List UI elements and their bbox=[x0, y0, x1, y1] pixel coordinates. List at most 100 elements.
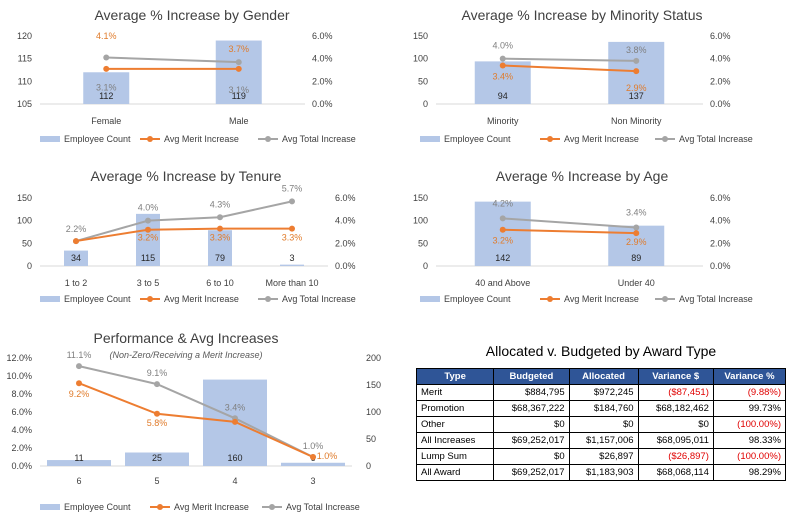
left-axis-tick: 120 bbox=[17, 31, 32, 41]
point-merit bbox=[499, 226, 506, 233]
legend-marker-total bbox=[265, 136, 271, 142]
point-merit bbox=[154, 410, 160, 417]
award-table-cell: $184,760 bbox=[568, 400, 639, 417]
chart-age: Average % Increase by Age 0 50 100 150 0.0% 2.… bbox=[413, 168, 753, 304]
line-merit bbox=[502, 64, 637, 73]
bar-value-label: 25 bbox=[152, 453, 162, 463]
line-merit bbox=[75, 227, 292, 243]
category-label: 3 bbox=[310, 476, 315, 486]
right-axis-tick: 100 bbox=[366, 407, 381, 417]
line-total bbox=[106, 56, 239, 64]
left-axis-tick: 50 bbox=[22, 238, 32, 248]
data-label-total: 3.1% bbox=[228, 85, 249, 95]
left-axis-tick: 100 bbox=[17, 216, 32, 226]
bar-employee-count bbox=[64, 250, 88, 266]
right-axis-tick: 2.0% bbox=[710, 238, 731, 248]
point-total bbox=[633, 57, 640, 64]
award-table-cell: $0 bbox=[493, 416, 570, 433]
bar-value-label: 115 bbox=[141, 253, 155, 263]
award-table-cell: $69,252,017 bbox=[493, 432, 570, 449]
line-total bbox=[502, 217, 637, 229]
legend-swatch-employee-count bbox=[40, 504, 60, 510]
award-table-row: All Increases $69,252,017 $1,157,006 $68,09… bbox=[415, 432, 787, 449]
legend-avg-merit: Avg Merit Increase bbox=[564, 294, 639, 304]
category-label: More than 10 bbox=[265, 278, 318, 288]
data-label-total: 3.8% bbox=[626, 45, 647, 55]
line-merit bbox=[78, 382, 314, 458]
legend-marker-total bbox=[269, 504, 275, 510]
data-label-merit: 3.2% bbox=[138, 233, 159, 243]
legend-marker-merit bbox=[547, 136, 553, 142]
bar-employee-count bbox=[125, 452, 189, 466]
legend-swatch-employee-count bbox=[420, 136, 440, 142]
legend-marker-total bbox=[662, 296, 668, 302]
left-axis-tick: 0 bbox=[423, 99, 428, 109]
data-label-total: 4.0% bbox=[492, 41, 513, 51]
award-table-cell: Lump Sum bbox=[415, 448, 495, 465]
point-merit bbox=[289, 225, 295, 232]
award-table: Type Budgeted Allocated Variance $ Variance … bbox=[415, 368, 787, 481]
award-table-row: Other $0 $0 $0 (100.00%) bbox=[415, 416, 787, 433]
left-axis-tick: 100 bbox=[413, 216, 428, 226]
left-axis-tick: 12.0% bbox=[6, 353, 32, 363]
award-table-cell: 98.29% bbox=[712, 464, 787, 481]
point-merit bbox=[217, 225, 223, 232]
legend-swatch-employee-count bbox=[40, 136, 60, 142]
left-axis-tick: 6.0% bbox=[11, 407, 32, 417]
chart-tenure: Average % Increase by Tenure 0 50 100 150 0.0… bbox=[17, 168, 356, 304]
chart-title: Performance & Avg Increases bbox=[94, 330, 279, 346]
bar-employee-count bbox=[474, 201, 531, 266]
award-table-cell: Merit bbox=[415, 384, 495, 401]
award-table-cell: $26,897 bbox=[568, 448, 639, 465]
award-table-cell: $68,182,462 bbox=[637, 400, 714, 417]
category-label: 3 to 5 bbox=[137, 278, 160, 288]
legend-marker-merit bbox=[147, 296, 153, 302]
left-axis-tick: 10.0% bbox=[6, 371, 32, 381]
legend-marker-merit bbox=[157, 504, 163, 510]
award-table-row: Promotion $68,367,222 $184,760 $68,182,462 9… bbox=[415, 400, 787, 417]
legend-avg-total: Avg Total Increase bbox=[679, 294, 753, 304]
award-table-header-cell: Budgeted bbox=[493, 368, 570, 385]
point-total bbox=[217, 214, 223, 221]
legend-marker-total bbox=[662, 136, 668, 142]
award-table-cell: Other bbox=[415, 416, 495, 433]
data-label-total: 4.3% bbox=[210, 199, 231, 209]
award-table-cell: All Award bbox=[415, 464, 495, 481]
left-axis-tick: 8.0% bbox=[11, 389, 32, 399]
award-table-cell: $69,252,017 bbox=[493, 464, 570, 481]
award-table-title: Allocated v. Budgeted by Award Type bbox=[485, 343, 717, 359]
right-axis-tick: 0.0% bbox=[335, 261, 356, 271]
right-axis-tick: 4.0% bbox=[335, 216, 356, 226]
point-total bbox=[154, 381, 160, 388]
chart-legend: Employee Count Avg Merit Increase Avg Tota… bbox=[420, 134, 753, 144]
bar-employee-count bbox=[47, 460, 111, 466]
award-table-cell: $68,367,222 bbox=[493, 400, 570, 417]
right-axis-tick: 4.0% bbox=[312, 54, 333, 64]
category-label: 4 bbox=[232, 476, 237, 486]
point-total bbox=[76, 363, 82, 370]
data-label-total: 5.7% bbox=[282, 183, 303, 193]
data-label-total: 3.1% bbox=[96, 83, 117, 93]
award-table-cell: $68,068,114 bbox=[637, 464, 714, 481]
data-label-merit: 4.1% bbox=[96, 31, 117, 41]
chart-title: Average % Increase by Tenure bbox=[91, 168, 282, 184]
category-label: Minority bbox=[487, 116, 519, 126]
right-axis-tick: 6.0% bbox=[710, 193, 731, 203]
award-table-header-cell: Variance $ bbox=[637, 368, 714, 385]
category-label: 6 bbox=[76, 476, 81, 486]
line-total bbox=[78, 365, 314, 458]
point-total bbox=[499, 215, 506, 222]
point-merit bbox=[145, 226, 151, 233]
right-axis-tick: 6.0% bbox=[335, 193, 356, 203]
award-table-cell: Promotion bbox=[415, 400, 495, 417]
left-axis-tick: 4.0% bbox=[11, 425, 32, 435]
bar-value-label: 11 bbox=[74, 453, 83, 463]
point-total bbox=[499, 55, 506, 62]
award-table-cell: ($26,897) bbox=[637, 448, 714, 465]
chart-title: Average % Increase by Minority Status bbox=[462, 7, 703, 23]
legend-avg-total: Avg Total Increase bbox=[679, 134, 753, 144]
right-axis-tick: 0.0% bbox=[312, 99, 333, 109]
legend-employee-count: Employee Count bbox=[444, 134, 511, 144]
data-label-merit: 3.2% bbox=[492, 236, 513, 246]
bar-employee-count bbox=[474, 61, 531, 104]
